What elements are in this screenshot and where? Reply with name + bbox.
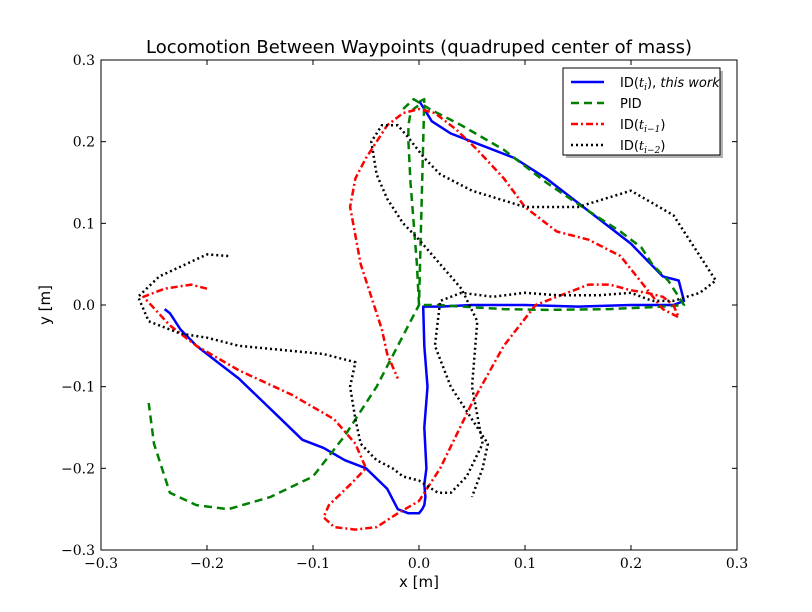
x-tick-label: −0.1 <box>296 556 330 572</box>
x-tick-label: 0.3 <box>726 556 748 572</box>
y-tick-label: −0.3 <box>61 543 95 559</box>
y-axis-title: y [m] <box>36 285 54 325</box>
legend-label-1: PID <box>620 97 642 112</box>
legend: ID(ti), this work PID ID(ti−1) ID(ti−2) <box>562 67 723 158</box>
y-tick-label: −0.1 <box>61 380 95 396</box>
ticks-layer: −0.3 −0.2 −0.1 0.0 0.1 0.2 0.3 −0.3 −0.2 −0.1 0.0 0… <box>61 53 748 572</box>
series-line-3 <box>136 124 718 498</box>
y-tick-label: −0.2 <box>61 461 95 477</box>
chart-title: Locomotion Between Waypoints (quadruped … <box>146 37 692 58</box>
legend-label-3: ID(ti−2) <box>620 139 665 156</box>
series-layer <box>136 97 718 531</box>
x-tick-label: 0.2 <box>620 556 642 572</box>
y-tick-label: 0.0 <box>73 298 95 314</box>
y-tick-label: 0.1 <box>73 216 95 232</box>
x-axis-title: x [m] <box>399 573 439 591</box>
legend-label-2: ID(ti−1) <box>620 118 665 135</box>
x-tick-label: −0.2 <box>190 556 224 572</box>
legend-entries: ID(ti), this work PID ID(ti−1) ID(ti−2) <box>571 76 720 156</box>
y-tick-label: 0.2 <box>73 135 95 151</box>
x-tick-label: −0.3 <box>84 556 118 572</box>
series-line-1 <box>147 97 686 511</box>
series-line-2 <box>142 107 680 531</box>
legend-label-0: ID(ti), this work <box>620 76 720 93</box>
series-line-0 <box>163 100 686 515</box>
y-tick-label: 0.3 <box>73 53 95 69</box>
x-tick-label: 0.1 <box>514 556 536 572</box>
x-tick-label: 0.0 <box>408 556 430 572</box>
